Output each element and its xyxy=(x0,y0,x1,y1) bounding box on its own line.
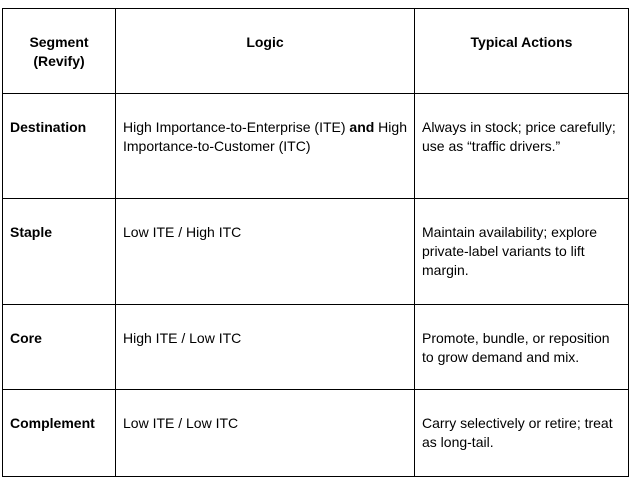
logic-cell: Low ITE / High ITC xyxy=(115,198,415,305)
actions-cell: Promote, bundle, or reposition to grow d… xyxy=(414,304,629,390)
logic-text-pre: High Importance-to-Enterprise (ITE) xyxy=(123,119,350,135)
logic-text-bold: and xyxy=(349,119,375,135)
logic-text-post: High Importance-to-Customer (ITC) xyxy=(123,119,407,154)
table-row-destination: Destination High Importance-to-Enterpris… xyxy=(2,93,629,199)
table-row-staple: Staple Low ITE / High ITC Maintain avail… xyxy=(2,198,629,305)
table-row-complement: Complement Low ITE / Low ITC Carry selec… xyxy=(2,389,629,477)
header-segment-sublabel: (Revify) xyxy=(33,53,85,69)
table-row-core: Core High ITE / Low ITC Promote, bundle,… xyxy=(2,304,629,390)
header-logic: Logic xyxy=(115,8,415,94)
segment-cell: Complement xyxy=(2,389,116,477)
table-header-row: Segment (Revify) Logic Typical Actions xyxy=(2,8,629,94)
segment-cell: Core xyxy=(2,304,116,390)
actions-cell: Maintain availability; explore private-l… xyxy=(414,198,629,305)
header-typical-actions: Typical Actions xyxy=(414,8,629,94)
segment-table: Segment (Revify) Logic Typical Actions De… xyxy=(2,8,629,477)
actions-cell: Always in stock; price carefully; use as… xyxy=(414,93,629,199)
logic-cell: High Importance-to-Enterprise (ITE) and … xyxy=(115,93,415,199)
header-segment-label: Segment xyxy=(29,34,89,50)
actions-cell: Carry selectively or retire; treat as lo… xyxy=(414,389,629,477)
logic-cell: High ITE / Low ITC xyxy=(115,304,415,390)
logic-cell: Low ITE / Low ITC xyxy=(115,389,415,477)
segment-cell: Destination xyxy=(2,93,116,199)
segment-cell: Staple xyxy=(2,198,116,305)
header-segment: Segment (Revify) xyxy=(2,8,116,94)
